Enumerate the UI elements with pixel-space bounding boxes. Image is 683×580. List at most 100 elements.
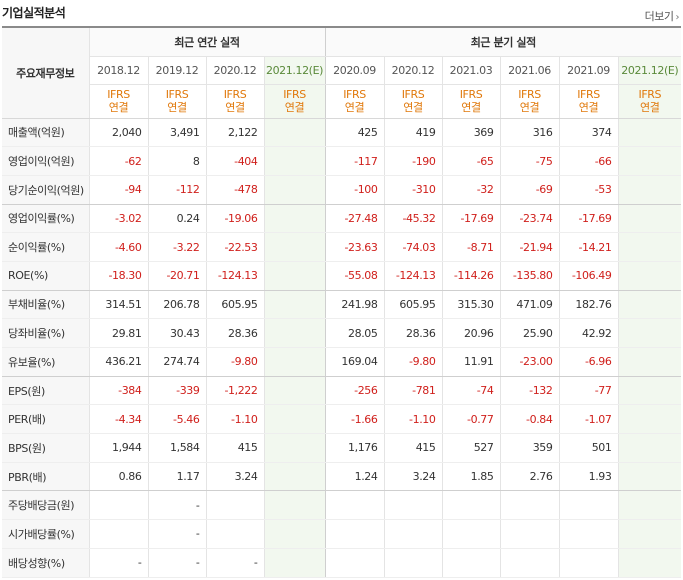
- ifrs-consolidated-header: IFRS 연결: [383, 84, 442, 119]
- value-cell: -339: [147, 376, 206, 406]
- value-cell: -23.00: [499, 347, 559, 377]
- row-label: 영업이익률(%): [2, 204, 89, 234]
- row-label: 시가배당률(%): [2, 519, 89, 549]
- value-cell: 471.09: [499, 290, 559, 320]
- value-cell: [617, 548, 682, 578]
- value-cell: 415: [383, 433, 442, 463]
- value-cell: -132: [499, 376, 559, 406]
- row-label: 배당성향(%): [2, 548, 89, 578]
- value-cell: [558, 490, 618, 521]
- row-label: 부채비율(%): [2, 290, 89, 320]
- ifrs-label: IFRS: [518, 88, 541, 101]
- value-cell: 1,944: [88, 433, 148, 463]
- ifrs-consolidated-header: IFRS 연결: [263, 84, 325, 119]
- value-cell: -1.07: [558, 404, 618, 435]
- value-cell: -781: [383, 376, 442, 406]
- value-cell: 374: [558, 118, 618, 148]
- consolidated-label: 연결: [519, 101, 540, 114]
- value-cell: -55.08: [324, 261, 384, 291]
- value-cell: 11.91: [441, 347, 500, 377]
- value-cell: -117: [324, 146, 384, 176]
- ifrs-label: IFRS: [638, 88, 662, 101]
- value-cell: 3.24: [205, 462, 264, 492]
- ifrs-label: IFRS: [107, 88, 130, 101]
- value-cell: -17.69: [441, 204, 500, 234]
- value-cell: 315.30: [441, 290, 500, 320]
- value-cell: 314.51: [88, 290, 148, 320]
- value-cell: [263, 232, 325, 262]
- value-cell: [383, 519, 442, 549]
- value-cell: 2,122: [205, 118, 264, 148]
- value-cell: 359: [499, 433, 559, 463]
- value-cell: -310: [383, 175, 442, 205]
- consolidated-label: 연결: [108, 101, 129, 114]
- value-cell: 20.96: [441, 318, 500, 348]
- value-cell: [263, 519, 325, 549]
- value-cell: [324, 519, 384, 549]
- value-cell: [617, 204, 682, 234]
- table-row: 시가배당률(%) -: [2, 519, 682, 549]
- value-cell: [263, 376, 325, 406]
- value-cell: [499, 519, 559, 549]
- value-cell: 1,176: [324, 433, 384, 463]
- value-cell: 241.98: [324, 290, 384, 320]
- table-row: 매출액(억원) 2,040 3,491 2,122 425 419 369 316 374: [2, 118, 682, 148]
- ifrs-consolidated-header: IFRS 연결: [147, 84, 206, 119]
- value-cell: -: [147, 519, 206, 549]
- value-cell: [263, 404, 325, 435]
- value-cell: 28.36: [383, 318, 442, 348]
- quarter-group-header: 최근 분기 실적: [324, 27, 682, 57]
- period-header: 2020.12: [383, 56, 442, 85]
- financial-table: 주요재무정보 최근 연간 실적 최근 분기 실적 2018.12 2019.12 2…: [2, 26, 682, 578]
- value-cell: -: [147, 490, 206, 521]
- main-info-header: 주요재무정보: [2, 27, 89, 119]
- value-cell: -5.46: [147, 404, 206, 435]
- more-link[interactable]: 더보기 ›: [645, 8, 680, 24]
- ifrs-consolidated-header: IFRS 연결: [558, 84, 618, 119]
- value-cell: 3,491: [147, 118, 206, 148]
- value-cell: -478: [205, 175, 264, 205]
- ifrs-label: IFRS: [343, 88, 366, 101]
- value-cell: -6.96: [558, 347, 618, 377]
- value-cell: 425: [324, 118, 384, 148]
- value-cell: 419: [383, 118, 442, 148]
- value-cell: -19.06: [205, 204, 264, 234]
- value-cell: 1.93: [558, 462, 618, 492]
- annual-group-header: 최근 연간 실적: [88, 27, 325, 57]
- value-cell: -106.49: [558, 261, 618, 291]
- table-row: 영업이익률(%) -3.02 0.24 -19.06 -27.48 -45.32 -17.6…: [2, 204, 682, 234]
- value-cell: -0.77: [441, 404, 500, 435]
- table-row: 당기순이익(억원) -94 -112 -478 -100 -310 -32 -69 -53: [2, 175, 682, 205]
- value-cell: 316: [499, 118, 559, 148]
- value-cell: [383, 548, 442, 578]
- value-cell: [263, 347, 325, 377]
- row-label: 영업이익(억원): [2, 146, 89, 176]
- value-cell: [617, 146, 682, 176]
- period-header: 2021.06: [499, 56, 559, 85]
- value-cell: [263, 462, 325, 492]
- value-cell: -66: [558, 146, 618, 176]
- ifrs-label: IFRS: [577, 88, 600, 101]
- consolidated-label: 연결: [344, 101, 365, 114]
- value-cell: 501: [558, 433, 618, 463]
- value-cell: 1.85: [441, 462, 500, 492]
- value-cell: -1.10: [205, 404, 264, 435]
- value-cell: [205, 490, 264, 521]
- ifrs-label: IFRS: [283, 88, 306, 101]
- value-cell: [441, 519, 500, 549]
- value-cell: -8.71: [441, 232, 500, 262]
- value-cell: -75: [499, 146, 559, 176]
- ifrs-consolidated-header: IFRS 연결: [441, 84, 500, 119]
- value-cell: -: [88, 548, 148, 578]
- value-cell: [558, 519, 618, 549]
- value-cell: [263, 433, 325, 463]
- value-cell: -14.21: [558, 232, 618, 262]
- value-cell: [263, 261, 325, 291]
- value-cell: [263, 146, 325, 176]
- value-cell: -190: [383, 146, 442, 176]
- value-cell: 527: [441, 433, 500, 463]
- row-label: EPS(원): [2, 376, 89, 406]
- value-cell: 605.95: [383, 290, 442, 320]
- value-cell: -69: [499, 175, 559, 205]
- value-cell: -27.48: [324, 204, 384, 234]
